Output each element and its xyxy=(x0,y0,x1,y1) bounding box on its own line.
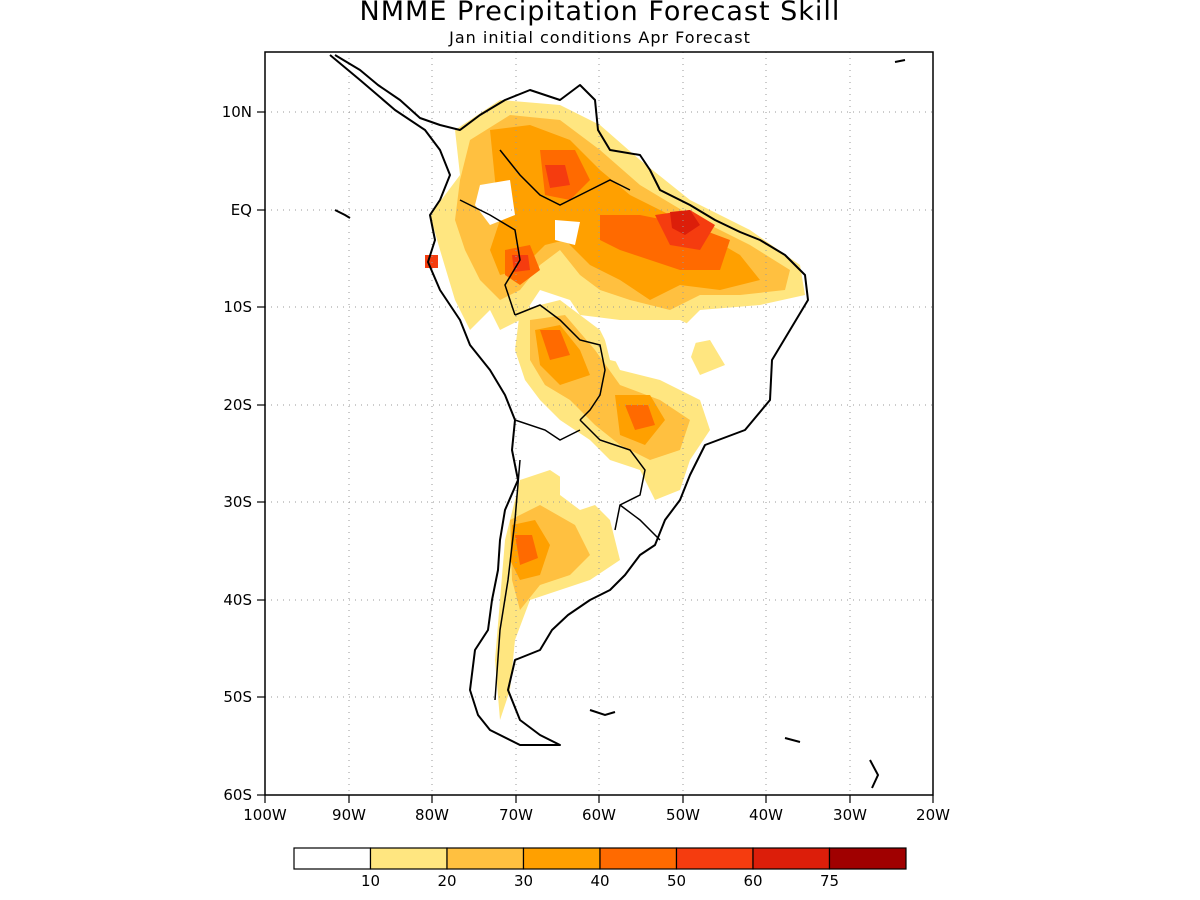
colorbar: 10 20 30 40 50 60 75 xyxy=(293,847,907,890)
colorbar-swatch xyxy=(828,847,907,870)
lon-label: 30W xyxy=(833,806,867,824)
skill-gap-2 xyxy=(555,220,580,245)
lon-label: 90W xyxy=(332,806,366,824)
skill-band-40-50-central xyxy=(540,330,570,360)
lon-label: 50W xyxy=(666,806,700,824)
skill-band-60-75-ne xyxy=(670,210,700,235)
skill-band-40-50-se xyxy=(625,405,655,430)
colorbar-swatch xyxy=(293,847,372,870)
skill-band-50-60-north xyxy=(545,165,570,188)
colorbar-swatch xyxy=(522,847,601,870)
lat-label: 20S xyxy=(223,396,252,414)
lon-label: 100W xyxy=(243,806,287,824)
skill-band-50-60-west xyxy=(512,255,530,272)
lat-label: 10N xyxy=(222,103,252,121)
lon-label: 20W xyxy=(916,806,950,824)
skill-gap-1 xyxy=(475,180,515,225)
lat-label: 30S xyxy=(223,493,252,511)
lon-label: 80W xyxy=(415,806,449,824)
colorbar-label: 50 xyxy=(667,872,686,890)
map-title: NMME Precipitation Forecast Skill xyxy=(359,0,841,27)
colorbar-label: 10 xyxy=(361,872,380,890)
colorbar-label: 30 xyxy=(514,872,533,890)
colorbar-label: 60 xyxy=(743,872,762,890)
islands xyxy=(334,59,906,789)
lat-labels: 10N EQ 10S 20S 30S 40S 50S 60S xyxy=(222,103,252,804)
skill-gap-3 xyxy=(600,320,700,370)
colorbar-swatch xyxy=(675,847,754,870)
lon-label: 40W xyxy=(749,806,783,824)
lat-label: 60S xyxy=(223,786,252,804)
lon-label: 60W xyxy=(582,806,616,824)
skill-shading xyxy=(425,100,805,720)
skill-region-east xyxy=(685,340,725,375)
axis-ticks xyxy=(257,111,934,803)
colorbar-label: 75 xyxy=(820,872,839,890)
skill-band-40-50-sw xyxy=(515,535,538,565)
colorbar-label: 20 xyxy=(437,872,456,890)
colorbar-swatch xyxy=(752,847,831,870)
lat-label: 40S xyxy=(223,591,252,609)
colorbar-swatch xyxy=(446,847,525,870)
colorbar-swatch xyxy=(369,847,448,870)
colorbar-swatch xyxy=(599,847,678,870)
country-borders xyxy=(459,149,661,701)
colorbar-label: 40 xyxy=(590,872,609,890)
lon-label: 70W xyxy=(499,806,533,824)
lat-label: 50S xyxy=(223,688,252,706)
lon-labels: 100W 90W 80W 70W 60W 50W 40W 30W 20W xyxy=(243,806,950,824)
coastline xyxy=(329,54,809,746)
lat-label: 10S xyxy=(223,298,252,316)
lat-label: EQ xyxy=(231,201,252,219)
map-subtitle: Jan initial conditions Apr Forecast xyxy=(449,28,751,47)
skill-gap-4 xyxy=(560,470,610,510)
